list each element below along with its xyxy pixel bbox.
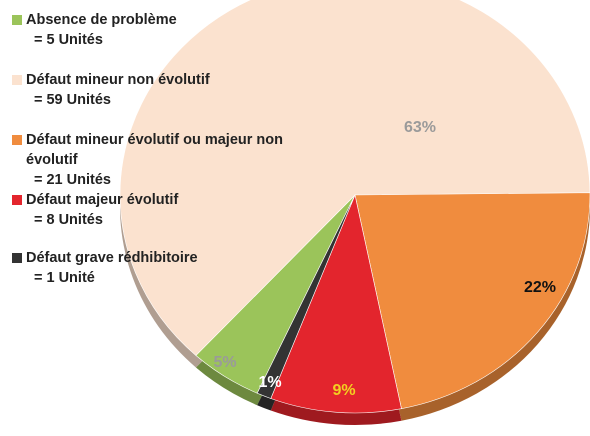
legend-swatch [12,15,22,25]
legend: Absence de problème = 5 Unités Défaut mine… [12,10,330,308]
legend-count: = 1 Unité [34,270,95,286]
data-label: 5% [213,354,236,371]
legend-label: Défaut mineur évolutif ou majeur non évo… [26,132,283,168]
legend-label: Défaut mineur non évolutif [26,72,210,88]
legend-label: Défaut majeur évolutif [26,192,179,208]
data-label: 9% [332,382,355,399]
legend-count: = 8 Unités [34,212,103,228]
slice [354,192,590,410]
legend-item: Défaut mineur évolutif ou majeur non évo… [12,130,330,190]
legend-item: Défaut mineur non évolutif = 59 Unités [12,70,330,110]
legend-swatch [12,253,22,263]
legend-swatch [12,75,22,85]
legend-item: Défaut majeur évolutif = 8 Unités [12,190,330,230]
legend-item: Défaut grave rédhibitoire = 1 Unité [12,248,330,288]
legend-item: Absence de problème = 5 Unités [12,10,330,50]
data-label: 1% [258,374,281,391]
legend-count: = 59 Unités [34,92,111,108]
slice [270,193,402,414]
legend-swatch [12,195,22,205]
legend-count: = 5 Unités [34,32,103,48]
slice [119,0,590,356]
data-label: 63% [404,119,436,136]
legend-label: Défaut grave rédhibitoire [26,250,198,266]
legend-count: = 21 Unités [34,172,111,188]
slice [256,194,356,399]
legend-label: Absence de problème [26,12,177,28]
legend-swatch [12,135,22,145]
data-label: 22% [524,279,556,296]
